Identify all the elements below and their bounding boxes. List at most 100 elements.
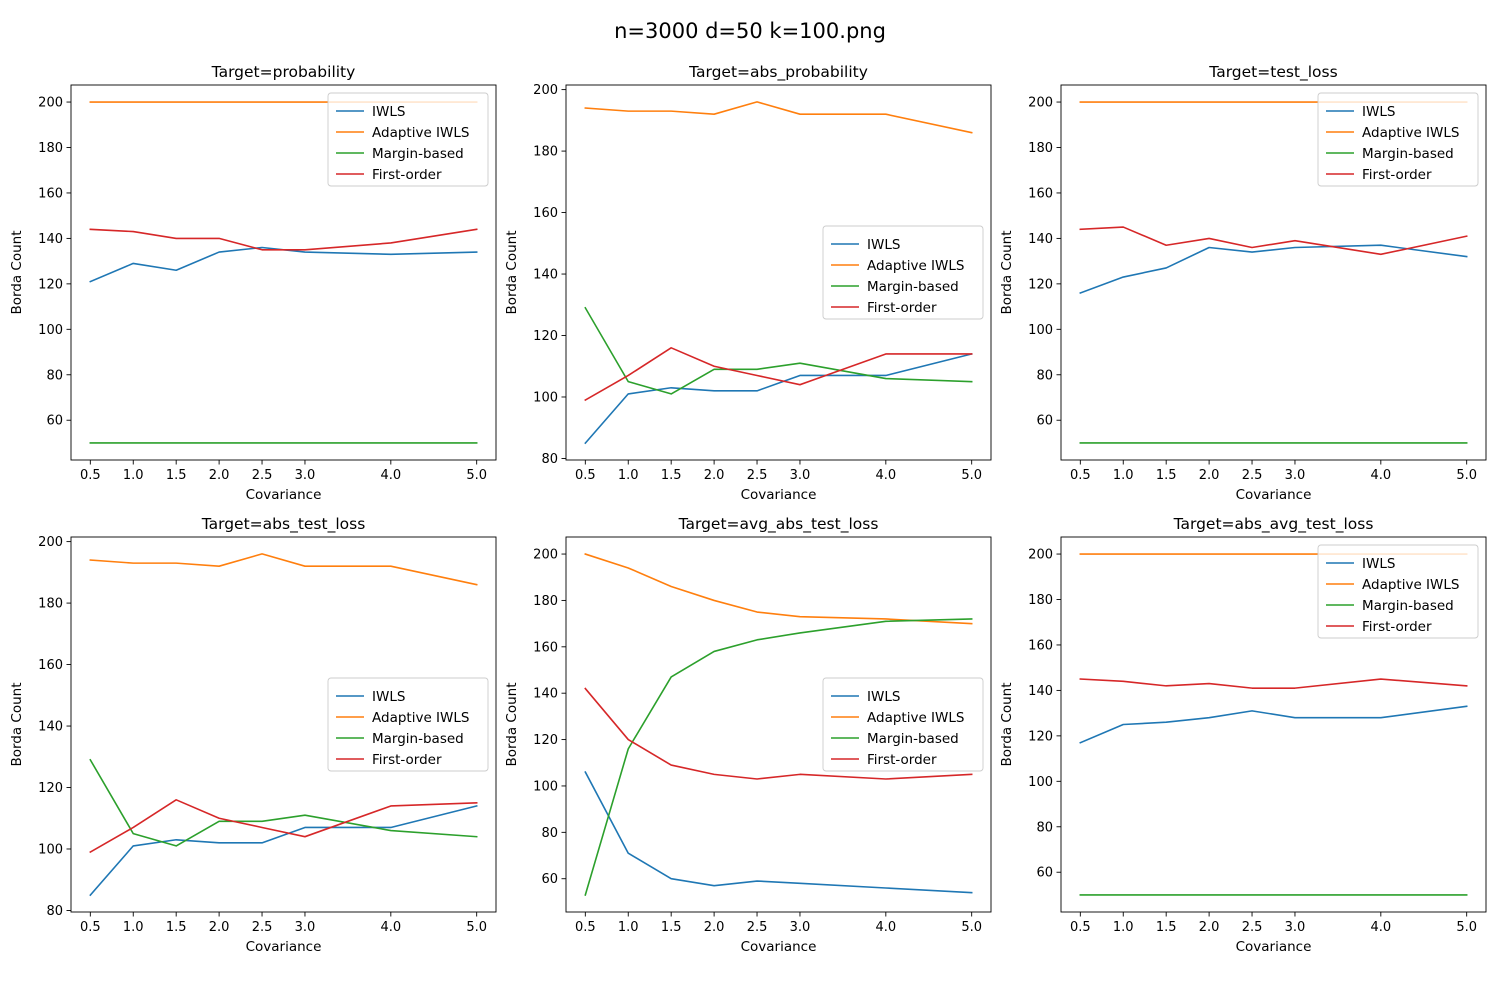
x-axis-label: Covariance: [1236, 487, 1312, 503]
series-line-iwls: [1079, 705, 1468, 744]
x-tick-label: 3.0: [295, 920, 316, 935]
legend: IWLS Adaptive IWLS Margin-based First-order: [1317, 544, 1479, 639]
legend-label-first-order: First-order: [1362, 167, 1432, 183]
x-tick-label: 2.5: [1242, 920, 1263, 935]
x-tick-label: 3.0: [295, 468, 316, 483]
series-line-adaptive-iwls: [89, 553, 478, 586]
y-tick-label: 180: [38, 141, 63, 156]
x-tick-label: 5.0: [466, 920, 487, 935]
legend-label-margin-based: Margin-based: [372, 731, 464, 747]
x-tick-label: 4.0: [875, 468, 896, 483]
x-tick-label: 2.5: [747, 468, 768, 483]
subplot-6: Target=abs_avg_test_loss 0.5 1.0 1.5 2.0 2.5 3…: [999, 515, 1487, 955]
legend-box: [1317, 92, 1479, 187]
y-tick-label: 120: [533, 733, 558, 748]
y-tick-label: 200: [1028, 96, 1053, 111]
subplot-title: Target=abs_probability: [688, 63, 868, 82]
y-tick-label: 200: [1028, 548, 1053, 563]
x-axis: 0.5 1.0 1.5 2.0 2.5 3.0 4.0 5.0: [575, 460, 982, 483]
y-axis-label: Borda Count: [999, 682, 1015, 766]
plot-frame: [70, 84, 497, 461]
x-tick-label: 0.5: [575, 920, 596, 935]
x-tick-label: 1.0: [123, 920, 144, 935]
x-tick-label: 2.5: [252, 468, 273, 483]
x-tick-label: 2.5: [747, 920, 768, 935]
subplot-title: Target=test_loss: [1208, 63, 1337, 82]
y-tick-label: 180: [533, 594, 558, 609]
subplot-2: Target=abs_probability 0.5 1.0 1.5 2.0 2.5 3.0…: [504, 63, 992, 503]
y-axis: 60 80 100 120 140 160 180 200: [533, 548, 566, 887]
series-line-iwls: [584, 770, 973, 894]
subplot-title: Target=avg_abs_test_loss: [678, 515, 879, 534]
series-line-margin-based: [584, 306, 973, 395]
series-lines: [584, 553, 973, 896]
y-tick-label: 120: [1028, 277, 1053, 292]
x-tick-label: 1.5: [661, 920, 682, 935]
x-tick-label: 5.0: [961, 468, 982, 483]
legend-label-adaptive-iwls: Adaptive IWLS: [867, 258, 964, 274]
legend-label-first-order: First-order: [1362, 619, 1432, 635]
x-tick-label: 3.0: [790, 920, 811, 935]
y-tick-label: 200: [533, 83, 558, 98]
panels: Target=probability 0.5 1.0 1.5 2.0 2.5 3.0 4.0 5…: [9, 63, 1487, 955]
y-axis-label: Borda Count: [504, 682, 520, 766]
plot-frame: [1060, 536, 1487, 913]
y-tick-label: 80: [1036, 820, 1053, 835]
x-tick-label: 5.0: [1456, 920, 1477, 935]
y-tick-label: 100: [533, 390, 558, 405]
legend-label-adaptive-iwls: Adaptive IWLS: [1362, 577, 1459, 593]
y-tick-label: 60: [541, 872, 558, 887]
x-tick-label: 1.0: [618, 468, 639, 483]
y-tick-label: 80: [541, 452, 558, 467]
legend-label-adaptive-iwls: Adaptive IWLS: [1362, 125, 1459, 141]
y-axis: 60 80 100 120 140 160 180 200: [1028, 96, 1061, 429]
y-axis-label: Borda Count: [999, 230, 1015, 314]
legend-box: [822, 677, 984, 772]
y-tick-label: 200: [533, 548, 558, 563]
x-axis: 0.5 1.0 1.5 2.0 2.5 3.0 4.0 5.0: [80, 912, 487, 935]
y-tick-label: 180: [38, 597, 63, 612]
series-line-first-order: [89, 228, 478, 251]
legend-label-iwls: IWLS: [1362, 104, 1395, 120]
legend-box: [327, 677, 489, 772]
x-tick-label: 4.0: [875, 920, 896, 935]
x-tick-label: 4.0: [1370, 468, 1391, 483]
x-tick-label: 1.5: [661, 468, 682, 483]
legend-label-first-order: First-order: [867, 300, 937, 316]
y-tick-label: 120: [38, 781, 63, 796]
y-tick-label: 140: [533, 268, 558, 283]
legend-label-iwls: IWLS: [1362, 556, 1395, 572]
legend: IWLS Adaptive IWLS Margin-based First-order: [822, 677, 984, 772]
y-tick-label: 60: [46, 414, 63, 429]
legend-label-margin-based: Margin-based: [867, 279, 959, 295]
y-tick-label: 120: [533, 329, 558, 344]
plot-frame: [565, 536, 992, 913]
x-axis-label: Covariance: [741, 939, 817, 955]
subplot-title: Target=abs_test_loss: [201, 515, 366, 534]
legend: IWLS Adaptive IWLS Margin-based First-order: [327, 677, 489, 772]
legend-label-iwls: IWLS: [372, 104, 405, 120]
y-tick-label: 60: [1036, 414, 1053, 429]
x-tick-label: 1.0: [1113, 468, 1134, 483]
y-tick-label: 140: [1028, 232, 1053, 247]
subplot-title: Target=abs_avg_test_loss: [1173, 515, 1374, 534]
legend-label-margin-based: Margin-based: [372, 146, 464, 162]
x-axis-label: Covariance: [246, 939, 322, 955]
legend-box: [327, 92, 489, 187]
y-tick-label: 80: [46, 368, 63, 383]
x-tick-label: 3.0: [790, 468, 811, 483]
y-tick-label: 160: [38, 658, 63, 673]
x-tick-label: 1.5: [1156, 468, 1177, 483]
series-line-first-order: [584, 687, 973, 780]
y-tick-label: 180: [533, 145, 558, 160]
x-tick-label: 2.0: [1199, 468, 1220, 483]
x-tick-label: 5.0: [466, 468, 487, 483]
x-tick-label: 4.0: [380, 920, 401, 935]
series-lines: [1079, 553, 1468, 896]
y-tick-label: 140: [533, 687, 558, 702]
series-line-adaptive-iwls: [584, 101, 973, 134]
subplot-4: Target=abs_test_loss 0.5 1.0 1.5 2.0 2.5 3.0 4.…: [9, 515, 497, 955]
legend-label-first-order: First-order: [372, 167, 442, 183]
legend-label-adaptive-iwls: Adaptive IWLS: [372, 125, 469, 141]
x-tick-label: 2.0: [209, 468, 230, 483]
